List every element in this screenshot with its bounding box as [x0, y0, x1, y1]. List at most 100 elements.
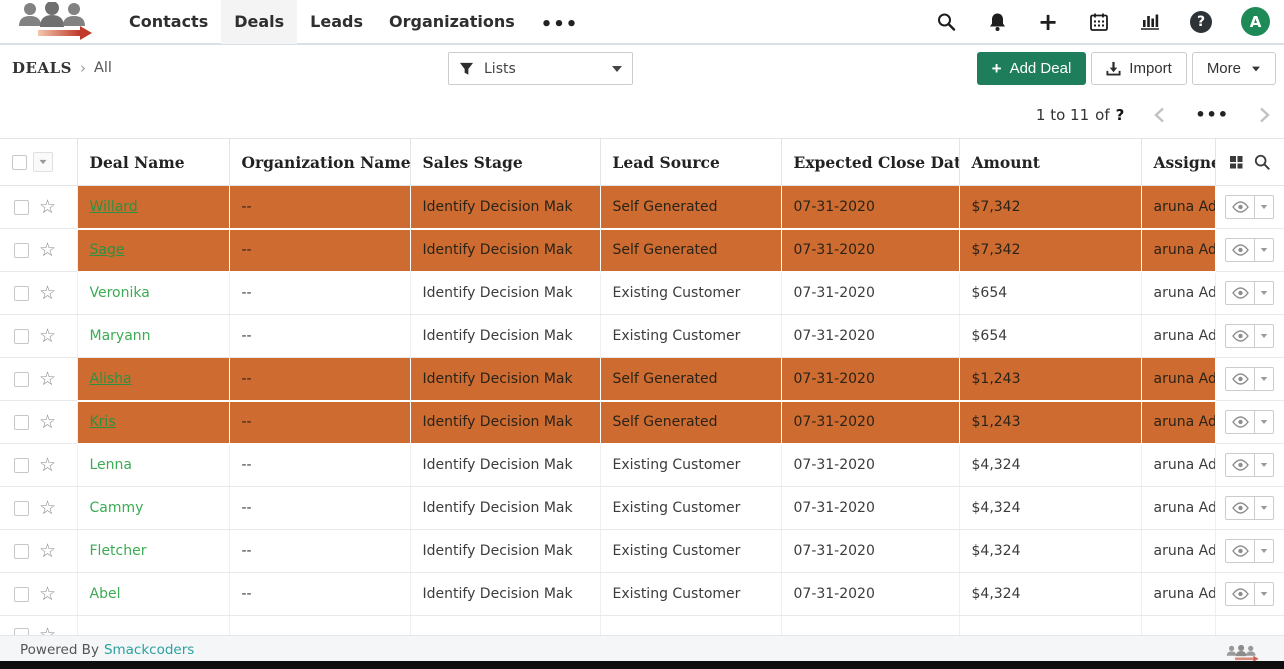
user-avatar[interactable]: A — [1241, 7, 1270, 36]
preview-eye-button[interactable] — [1225, 324, 1255, 348]
preview-eye-button[interactable] — [1225, 367, 1255, 391]
import-button[interactable]: Import — [1091, 52, 1187, 85]
organization-cell: -- — [229, 573, 410, 616]
preview-eye-button[interactable] — [1225, 539, 1255, 563]
nav-item-organizations[interactable]: Organizations — [376, 0, 528, 44]
preview-eye-button[interactable] — [1225, 453, 1255, 477]
column-header-deal-name[interactable]: Deal Name — [77, 139, 229, 186]
page-jump-ellipsis[interactable]: ••• — [1195, 105, 1229, 124]
column-header-expected-close-date[interactable]: Expected Close Date — [781, 139, 959, 186]
row-actions-dropdown-button[interactable] — [1255, 324, 1274, 348]
search-icon[interactable] — [935, 11, 957, 33]
row-checkbox[interactable] — [14, 200, 29, 215]
preview-eye-button[interactable] — [1225, 238, 1255, 262]
table-row[interactable]: ☆ Alisha -- Identify Decision Mak Self G… — [0, 358, 1284, 401]
chevron-down-icon — [1261, 205, 1268, 209]
star-icon[interactable]: ☆ — [39, 626, 56, 635]
column-header-lead-source[interactable]: Lead Source — [600, 139, 781, 186]
row-actions-dropdown-button[interactable] — [1255, 367, 1274, 391]
star-icon[interactable]: ☆ — [39, 413, 56, 432]
table-row[interactable]: ☆ Veronika -- Identify Decision Mak Exis… — [0, 272, 1284, 315]
select-menu-button[interactable] — [33, 152, 53, 172]
column-header-organization-name[interactable]: Organization Name — [229, 139, 410, 186]
star-icon[interactable]: ☆ — [39, 198, 56, 217]
row-actions-dropdown-button[interactable] — [1255, 195, 1274, 219]
row-checkbox[interactable] — [14, 243, 29, 258]
deal-name-link[interactable]: Abel — [90, 586, 121, 602]
star-icon[interactable]: ☆ — [39, 241, 56, 260]
crm-logo[interactable] — [8, 2, 100, 42]
table-row[interactable]: ☆ Fletcher -- Identify Decision Mak Exis… — [0, 530, 1284, 573]
reports-chart-icon[interactable] — [1139, 11, 1161, 33]
star-icon[interactable]: ☆ — [39, 327, 56, 346]
help-icon[interactable]: ? — [1190, 11, 1212, 33]
deal-name-link[interactable]: Maryann — [90, 328, 151, 344]
row-actions-dropdown-button[interactable] — [1255, 582, 1274, 606]
table-search-icon[interactable] — [1254, 154, 1270, 170]
add-deal-button[interactable]: + Add Deal — [977, 52, 1087, 85]
record-total-unknown[interactable]: ? — [1116, 106, 1125, 124]
nav-item-deals[interactable]: Deals — [221, 0, 297, 44]
row-checkbox[interactable] — [14, 587, 29, 602]
star-icon[interactable]: ☆ — [39, 542, 56, 561]
deal-name-link[interactable]: Sage — [90, 242, 125, 258]
deal-name-link[interactable]: Cammy — [90, 500, 144, 516]
star-icon[interactable]: ☆ — [39, 499, 56, 518]
preview-eye-button[interactable] — [1225, 281, 1255, 305]
row-actions-dropdown-button[interactable] — [1255, 539, 1274, 563]
table-row[interactable]: ☆ Willard -- Identify Decision Mak Self … — [0, 186, 1284, 229]
chevron-down-icon — [1261, 377, 1268, 381]
deal-name-link[interactable]: Veronika — [90, 285, 150, 301]
table-row[interactable]: ☆ Kris -- Identify Decision Mak Self Gen… — [0, 401, 1284, 444]
row-checkbox[interactable] — [14, 501, 29, 516]
star-icon[interactable]: ☆ — [39, 284, 56, 303]
preview-eye-button[interactable] — [1225, 410, 1255, 434]
breadcrumb-module[interactable]: DEALS — [12, 59, 72, 77]
table-row[interactable]: ☆ Cammy -- Identify Decision Mak Existin… — [0, 487, 1284, 530]
nav-more-menu[interactable]: ••• — [528, 0, 592, 44]
preview-eye-button[interactable] — [1225, 582, 1255, 606]
table-row[interactable]: ☆ Abel -- Identify Decision Mak Existing… — [0, 573, 1284, 616]
select-all-checkbox[interactable] — [12, 155, 27, 170]
more-button[interactable]: More — [1192, 52, 1276, 85]
table-row[interactable]: ☆ Lenna -- Identify Decision Mak Existin… — [0, 444, 1284, 487]
deal-name-link[interactable]: Kris — [90, 414, 116, 430]
preview-eye-button[interactable] — [1225, 496, 1255, 520]
notifications-bell-icon[interactable] — [986, 11, 1008, 33]
deal-name-link[interactable]: Alisha — [90, 371, 132, 387]
row-actions-dropdown-button[interactable] — [1255, 238, 1274, 262]
deal-name-link[interactable]: Willard — [90, 199, 138, 215]
star-icon[interactable]: ☆ — [39, 456, 56, 475]
star-icon[interactable]: ☆ — [39, 585, 56, 604]
quick-create-plus-icon[interactable]: + — [1037, 11, 1059, 33]
next-page-chevron-icon[interactable] — [1259, 107, 1270, 123]
row-checkbox[interactable] — [14, 415, 29, 430]
table-row[interactable]: ☆ Sage -- Identify Decision Mak Self Gen… — [0, 229, 1284, 272]
star-icon[interactable]: ☆ — [39, 370, 56, 389]
row-actions-dropdown-button[interactable] — [1255, 453, 1274, 477]
column-header-assigned[interactable]: Assigne — [1141, 139, 1215, 186]
row-actions-dropdown-button[interactable] — [1255, 496, 1274, 520]
column-settings-grid-icon[interactable] — [1229, 155, 1244, 170]
row-checkbox[interactable] — [14, 544, 29, 559]
row-checkbox[interactable] — [14, 286, 29, 301]
calendar-icon[interactable] — [1088, 11, 1110, 33]
row-checkbox[interactable] — [14, 329, 29, 344]
column-header-sales-stage[interactable]: Sales Stage — [410, 139, 600, 186]
row-actions-dropdown-button[interactable] — [1255, 281, 1274, 305]
row-checkbox[interactable] — [14, 628, 29, 635]
row-actions-dropdown-button[interactable] — [1255, 410, 1274, 434]
breadcrumb-view[interactable]: All — [94, 60, 112, 76]
deal-name-link[interactable]: Lenna — [90, 457, 133, 473]
nav-item-leads[interactable]: Leads — [297, 0, 376, 44]
column-header-amount[interactable]: Amount — [959, 139, 1141, 186]
row-checkbox[interactable] — [14, 372, 29, 387]
nav-item-contacts[interactable]: Contacts — [116, 0, 221, 44]
preview-eye-button[interactable] — [1225, 195, 1255, 219]
row-checkbox[interactable] — [14, 458, 29, 473]
lists-dropdown[interactable]: Lists — [448, 52, 633, 85]
smackcoders-link[interactable]: Smackcoders — [104, 642, 194, 658]
table-row[interactable]: ☆ Maryann -- Identify Decision Mak Exist… — [0, 315, 1284, 358]
deal-name-link[interactable]: Fletcher — [90, 543, 147, 559]
prev-page-chevron-icon[interactable] — [1154, 107, 1165, 123]
